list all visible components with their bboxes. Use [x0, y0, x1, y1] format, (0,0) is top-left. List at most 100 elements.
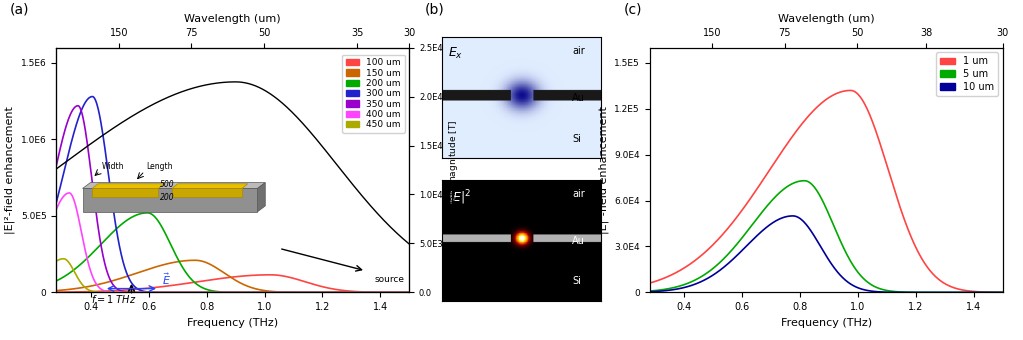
300 um	[355, 290, 367, 294]
Legend: 100 um, 150 um, 200 um, 300 um, 350 um, 400 um, 450 um: 100 um, 150 um, 200 um, 300 um, 350 um, …	[342, 54, 405, 133]
350 um	[403, 290, 415, 294]
150 um	[318, 290, 330, 294]
350 um	[72, 104, 84, 108]
Text: Si: Si	[572, 276, 581, 286]
400 um	[63, 191, 76, 195]
Line: 150 um: 150 um	[56, 260, 409, 292]
5 um	[996, 290, 1009, 294]
450 um	[275, 290, 287, 294]
1 um	[844, 88, 856, 92]
Text: $E_x$: $E_x$	[448, 46, 463, 61]
Line: 300 um: 300 um	[56, 97, 409, 292]
10 um	[911, 290, 924, 294]
200 um	[275, 290, 287, 294]
300 um	[86, 95, 98, 99]
150 um	[189, 258, 202, 262]
400 um	[256, 290, 268, 294]
150 um	[275, 290, 287, 294]
350 um	[265, 290, 277, 294]
400 um	[403, 290, 415, 294]
1 um	[849, 90, 861, 94]
Y-axis label: $E_x$-field magnitude [T]: $E_x$-field magnitude [T]	[447, 120, 460, 220]
300 um	[318, 290, 330, 294]
Line: 400 um: 400 um	[56, 193, 409, 292]
200 um	[141, 211, 153, 215]
X-axis label: Frequency (THz): Frequency (THz)	[781, 318, 872, 328]
Text: Au: Au	[572, 93, 585, 103]
X-axis label: Wavelength (um): Wavelength (um)	[777, 14, 875, 24]
450 um	[265, 290, 277, 294]
150 um	[72, 286, 84, 290]
300 um	[50, 201, 62, 205]
Line: 100 um: 100 um	[56, 275, 409, 292]
100 um	[275, 274, 287, 278]
Line: 1 um: 1 um	[650, 90, 1003, 292]
300 um	[256, 290, 268, 294]
150 um	[265, 289, 277, 293]
100 um	[255, 273, 267, 277]
Text: air: air	[572, 46, 585, 56]
350 um	[256, 290, 268, 294]
150 um	[256, 288, 268, 292]
150 um	[355, 290, 367, 294]
1 um	[869, 126, 881, 130]
400 um	[318, 290, 330, 294]
5 um	[665, 286, 677, 290]
5 um	[849, 266, 861, 270]
Text: $|E|^2$: $|E|^2$	[448, 189, 472, 207]
350 um	[355, 290, 367, 294]
1 um	[665, 273, 677, 277]
Text: (b): (b)	[425, 3, 444, 17]
5 um	[643, 289, 656, 293]
1 um	[858, 101, 871, 105]
350 um	[318, 290, 330, 294]
100 um	[355, 290, 367, 294]
300 um	[275, 290, 287, 294]
10 um	[665, 288, 677, 292]
10 um	[643, 290, 656, 294]
Line: 5 um: 5 um	[650, 181, 1003, 292]
150 um	[403, 290, 415, 294]
Bar	[92, 188, 159, 197]
1 um	[911, 249, 924, 253]
Bar	[172, 188, 242, 197]
100 um	[318, 285, 330, 289]
450 um	[50, 259, 62, 263]
Text: Au: Au	[572, 236, 585, 245]
X-axis label: Frequency (THz): Frequency (THz)	[187, 318, 278, 328]
200 um	[355, 290, 367, 294]
450 um	[256, 290, 268, 294]
10 um	[787, 214, 799, 218]
350 um	[50, 164, 62, 168]
Y-axis label: |E|²-field enhancement: |E|²-field enhancement	[5, 106, 15, 234]
300 um	[72, 118, 84, 122]
Bar	[83, 188, 258, 212]
Polygon shape	[172, 184, 248, 188]
Text: 500: 500	[160, 180, 174, 189]
350 um	[275, 290, 287, 294]
200 um	[50, 279, 62, 283]
Line: 350 um: 350 um	[56, 106, 409, 292]
Text: air: air	[572, 189, 585, 199]
5 um	[869, 285, 881, 289]
10 um	[849, 285, 861, 289]
Legend: 1 um, 5 um, 10 um: 1 um, 5 um, 10 um	[936, 52, 997, 96]
450 um	[57, 257, 70, 261]
450 um	[355, 290, 367, 294]
100 um	[403, 290, 415, 294]
200 um	[72, 265, 84, 269]
10 um	[996, 290, 1009, 294]
10 um	[948, 290, 961, 294]
400 um	[275, 290, 287, 294]
Text: Width: Width	[102, 162, 125, 171]
Polygon shape	[92, 184, 165, 188]
Text: $f = 1\ THz$: $f = 1\ THz$	[91, 293, 136, 305]
350 um	[73, 104, 85, 108]
100 um	[50, 290, 62, 294]
100 um	[264, 273, 276, 277]
200 um	[265, 290, 277, 294]
400 um	[73, 215, 85, 219]
450 um	[318, 290, 330, 294]
Polygon shape	[258, 183, 265, 212]
Text: Si: Si	[572, 134, 581, 143]
